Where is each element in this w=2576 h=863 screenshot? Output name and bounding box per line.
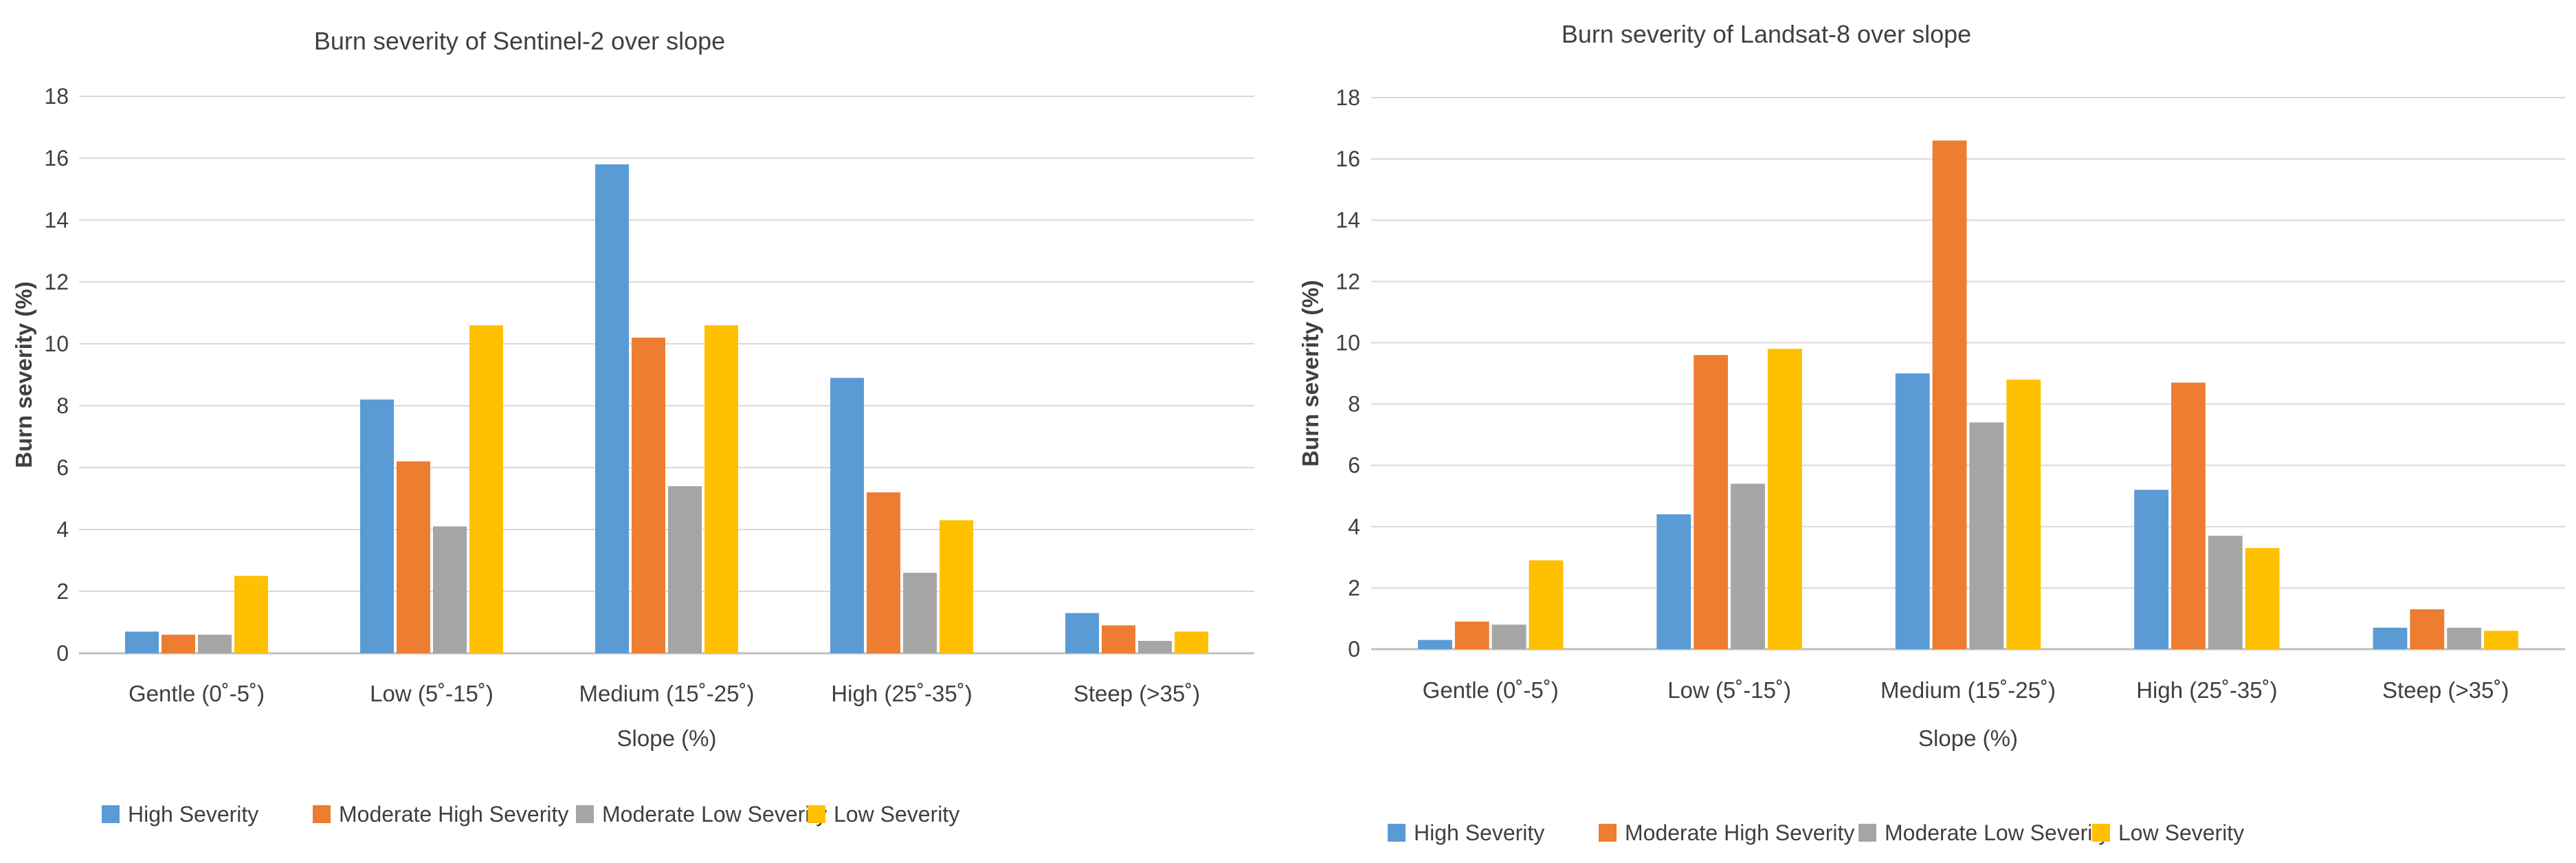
- legend-swatch-moderate-high: [1599, 824, 1617, 842]
- y-tick-label: 10: [44, 331, 69, 356]
- legend-label: Moderate Low Severity: [1885, 820, 2109, 845]
- y-tick-label: 14: [44, 208, 69, 232]
- bar-moderate-high: [1694, 355, 1729, 649]
- y-tick-label: 10: [1335, 330, 1360, 355]
- bar-moderate-low: [1138, 641, 1173, 653]
- bar-low: [234, 576, 269, 653]
- y-tick-label: 8: [56, 393, 69, 418]
- bar-high: [1656, 514, 1691, 649]
- y-tick-label: 12: [1335, 269, 1360, 294]
- bar-moderate-low: [2208, 536, 2243, 649]
- y-tick-label: 4: [56, 517, 69, 542]
- x-axis-label: Slope (%): [617, 725, 717, 751]
- legend-swatch-high: [102, 805, 120, 823]
- bar-low: [940, 520, 974, 653]
- bar-low: [2484, 631, 2518, 649]
- legend-swatch-moderate-low: [576, 805, 594, 823]
- y-tick-label: 12: [44, 270, 69, 294]
- y-tick-label: 16: [44, 146, 69, 171]
- bar-moderate-high: [2171, 382, 2206, 649]
- bar-low: [1529, 560, 1564, 649]
- bar-high: [830, 378, 864, 653]
- x-tick-label: High (25˚-35˚): [831, 681, 972, 706]
- bar-low: [704, 325, 739, 653]
- y-tick-label: 2: [56, 579, 69, 604]
- legend-label: Moderate High Severity: [339, 802, 568, 827]
- bar-high: [359, 400, 394, 653]
- bar-moderate-low: [903, 573, 937, 653]
- bar-moderate-high: [1932, 140, 1967, 649]
- legend-swatch-low: [808, 805, 825, 823]
- y-axis-label: Burn severity (%): [1298, 280, 1323, 466]
- x-tick-label: Gentle (0˚-5˚): [1423, 677, 1559, 703]
- bar-high: [1895, 373, 1930, 649]
- x-tick-label: Steep (>35˚): [1074, 681, 1200, 706]
- chart-title: Burn severity of Landsat-8 over slope: [1562, 20, 1971, 48]
- x-tick-label: High (25˚-35˚): [2136, 677, 2277, 703]
- bar-moderate-low: [198, 635, 232, 653]
- landsat8-chart-panel: Burn severity of Landsat-8 over slope 0 2 4…: [1288, 0, 2576, 863]
- legend-label: Low Severity: [834, 802, 959, 827]
- bar-high: [2373, 627, 2408, 649]
- y-tick-label: 6: [56, 455, 69, 480]
- bar-high: [2134, 490, 2169, 649]
- y-tick-label: 6: [1348, 453, 1360, 478]
- bar-moderate-high: [1454, 621, 1489, 649]
- bar-moderate-low: [433, 526, 467, 653]
- legend-label: Moderate Low Severity: [602, 802, 827, 827]
- y-tick-label: 14: [1335, 208, 1360, 232]
- bar-moderate-low: [1491, 624, 1526, 649]
- y-tick-label: 16: [1335, 146, 1360, 171]
- legend-swatch-low: [2092, 824, 2110, 842]
- bar-moderate-low: [2447, 627, 2482, 649]
- sentinel2-chart: Burn severity of Sentinel-2 over slope 0 2…: [11, 27, 1254, 827]
- bar-low: [2245, 547, 2280, 649]
- bar-moderate-high: [396, 461, 430, 653]
- y-tick-label: 8: [1348, 392, 1360, 417]
- legend-label: Low Severity: [2118, 820, 2244, 845]
- legend-swatch-high: [1388, 824, 1406, 842]
- bar-moderate-high: [2410, 609, 2445, 649]
- bar-low: [1767, 349, 1802, 649]
- x-tick-label: Medium (15˚-25˚): [579, 681, 755, 706]
- legend-swatch-moderate-low: [1858, 824, 1876, 842]
- y-tick-label: 0: [56, 641, 69, 666]
- y-axis-label: Burn severity (%): [11, 281, 36, 468]
- bar-low: [2006, 379, 2041, 649]
- y-tick-label: 18: [1335, 85, 1360, 110]
- x-tick-label: Low (5˚-15˚): [370, 681, 493, 706]
- bar-low: [469, 325, 504, 653]
- chart-title: Burn severity of Sentinel-2 over slope: [314, 27, 725, 55]
- legend-label: Moderate High Severity: [1625, 820, 1854, 845]
- legend-swatch-moderate-high: [313, 805, 331, 823]
- y-tick-label: 2: [1348, 576, 1360, 600]
- legend-label: High Severity: [128, 802, 258, 827]
- bar-low: [1175, 631, 1209, 653]
- bar-moderate-high: [1101, 625, 1135, 653]
- bar-moderate-high: [631, 338, 665, 653]
- y-tick-label: 4: [1348, 514, 1360, 539]
- landsat8-chart: Burn severity of Landsat-8 over slope 0 2 4…: [1298, 20, 2565, 845]
- x-tick-label: Gentle (0˚-5˚): [129, 681, 265, 706]
- bar-high: [1418, 640, 1452, 649]
- sentinel2-chart-panel: Burn severity of Sentinel-2 over slope 0 2…: [11, 27, 1254, 827]
- x-axis-label: Slope (%): [1918, 725, 2018, 751]
- bar-moderate-high: [866, 492, 900, 653]
- x-tick-label: Steep (>35˚): [2382, 677, 2509, 703]
- legend-label: High Severity: [1414, 820, 1544, 845]
- bar-moderate-low: [1969, 422, 2004, 649]
- y-tick-label: 18: [44, 84, 69, 109]
- bar-moderate-low: [668, 486, 702, 653]
- bar-high: [1065, 613, 1099, 653]
- bar-moderate-high: [161, 635, 195, 653]
- x-tick-label: Medium (15˚-25˚): [1880, 677, 2056, 703]
- bar-moderate-low: [1731, 483, 1765, 649]
- bar-high: [124, 631, 159, 653]
- y-tick-label: 0: [1348, 637, 1360, 662]
- bar-high: [595, 164, 629, 653]
- x-tick-label: Low (5˚-15˚): [1667, 677, 1791, 703]
